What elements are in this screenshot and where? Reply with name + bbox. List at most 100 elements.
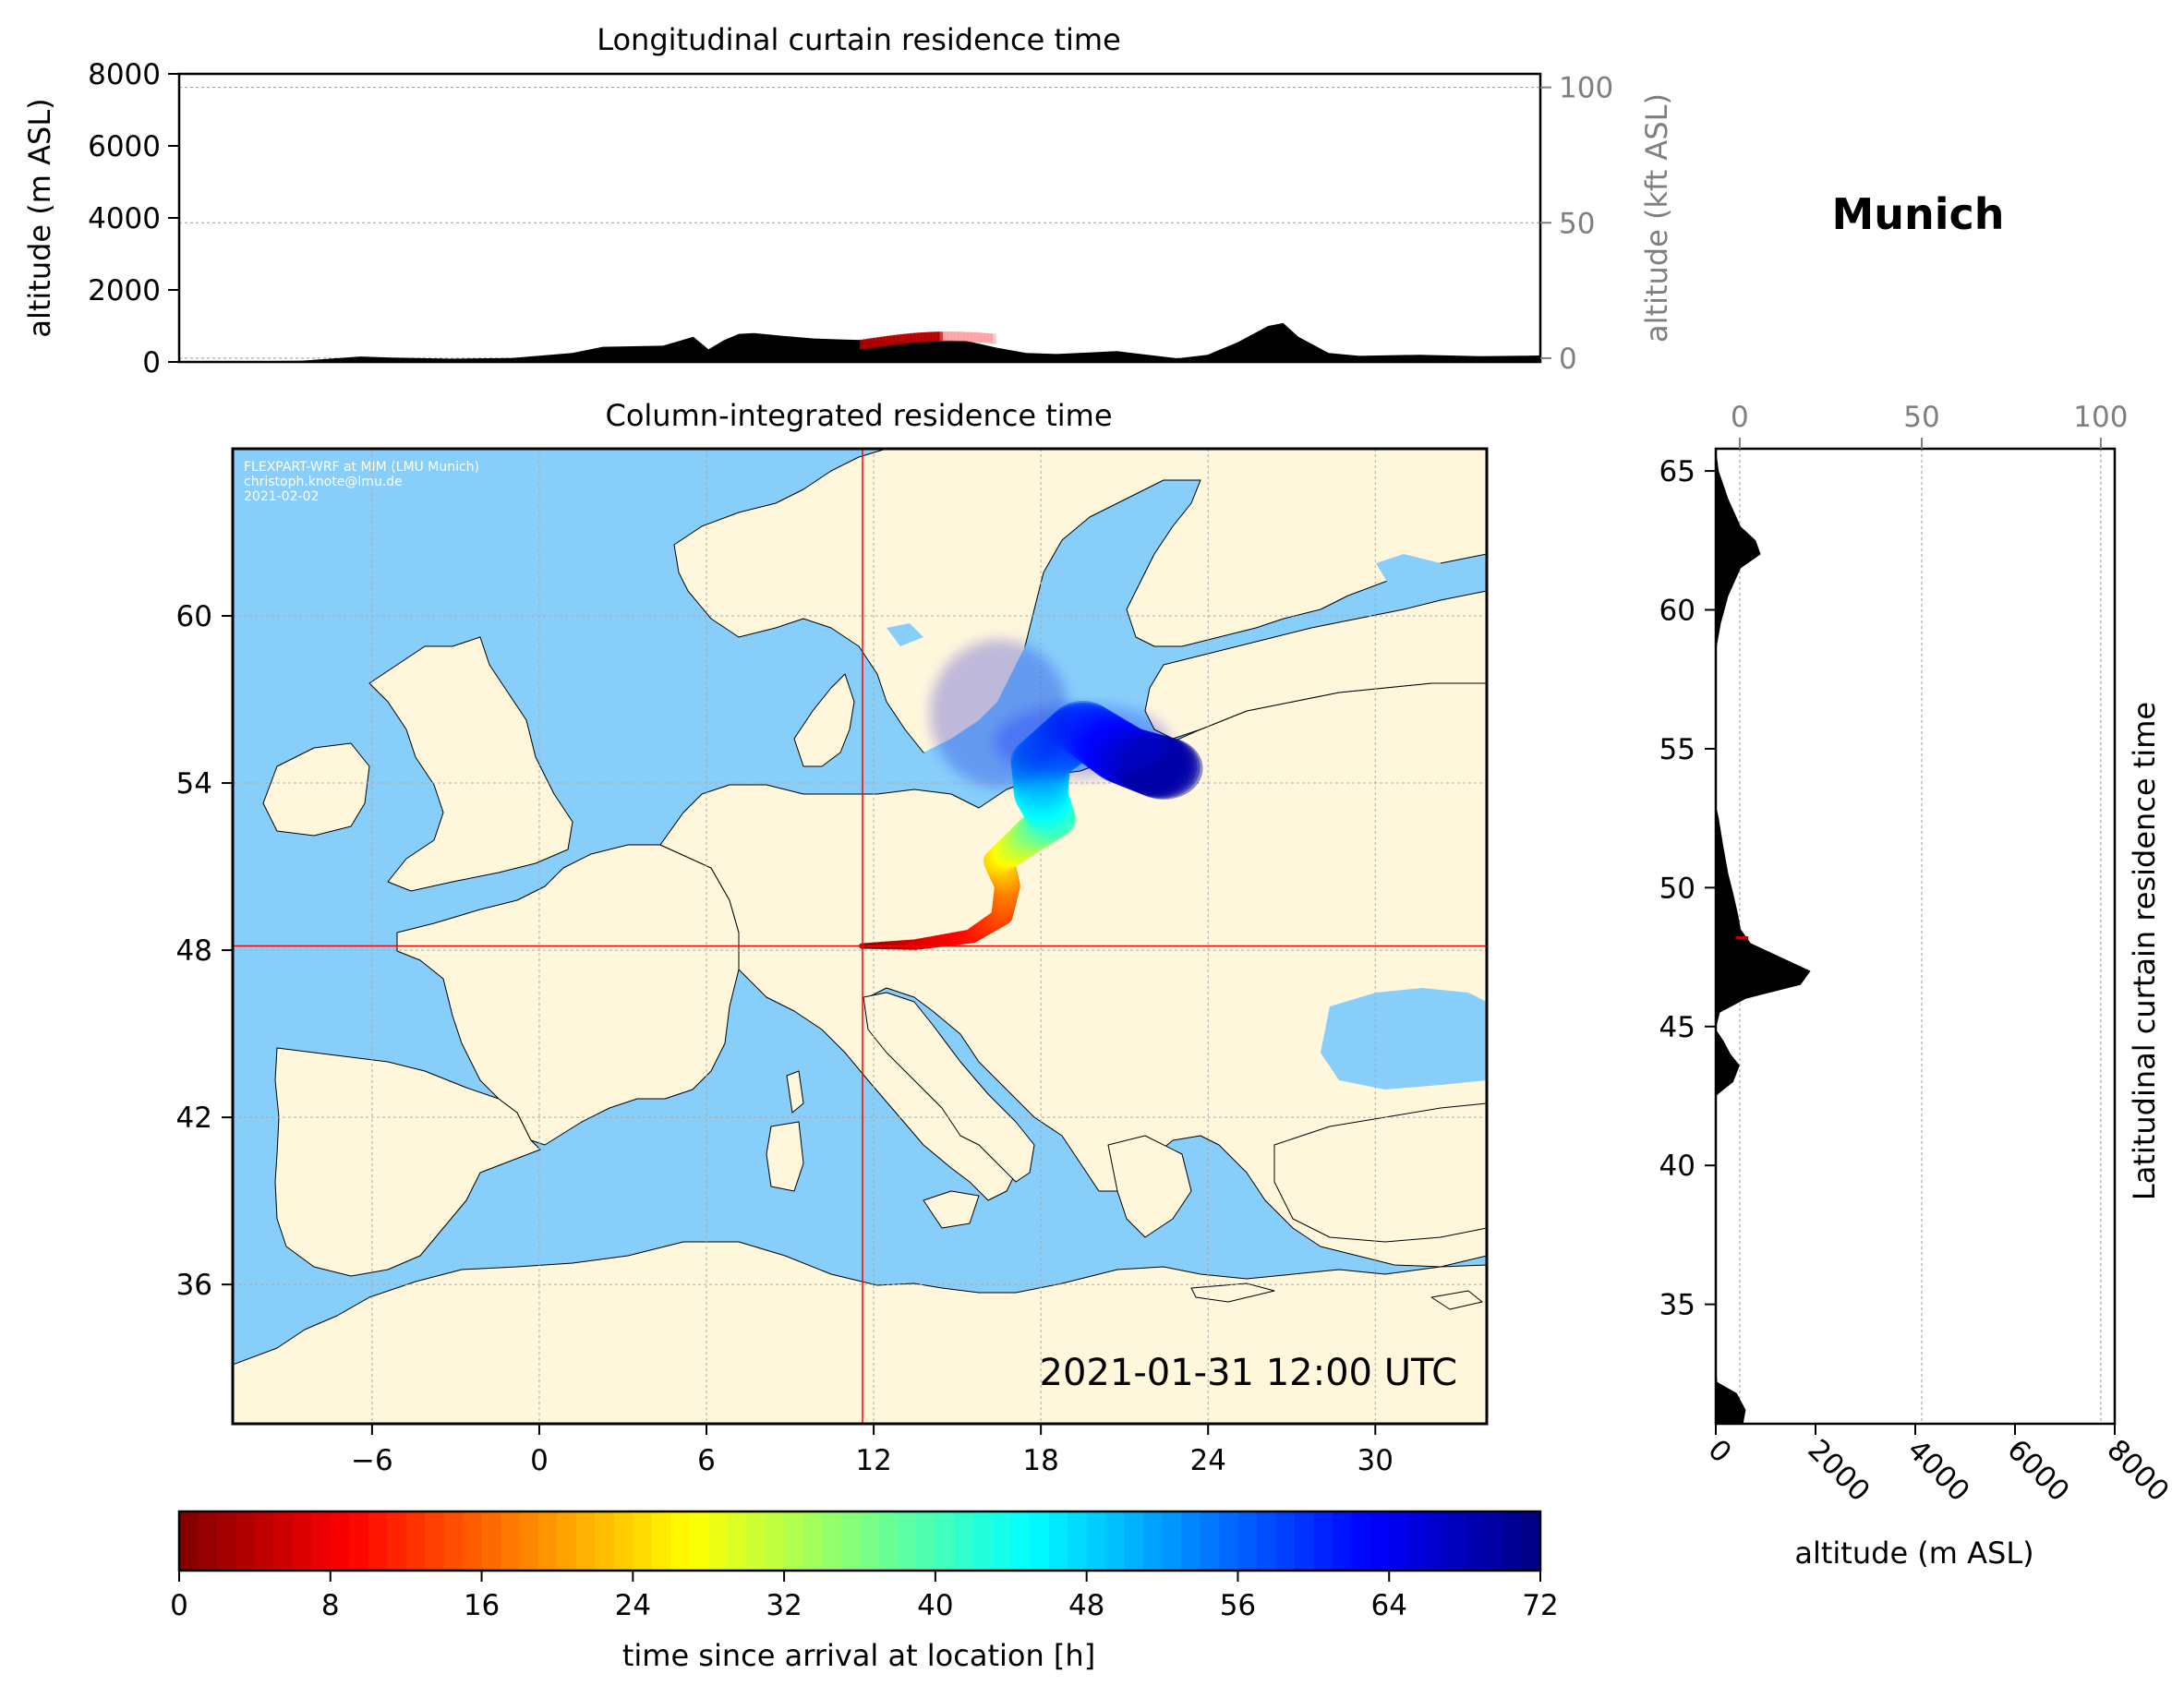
land-cyprus [1430,1290,1483,1310]
colorbar-swatch [1048,1511,1068,1571]
colorbar-swatch [1086,1511,1106,1571]
colorbar-swatch [1351,1511,1371,1571]
colorbar-swatch [1389,1511,1409,1571]
land-corsica [786,1070,804,1114]
colorbar-swatch [1427,1511,1447,1571]
colorbar-swatch [897,1511,918,1571]
y-tick-label: 55 [1659,733,1695,766]
colorbar-swatch [1218,1511,1239,1571]
colorbar-tick-label: 72 [1522,1589,1558,1622]
y-tick-label: 48 [176,934,212,968]
credit-line-1: FLEXPART-WRF at MIM (LMU Munich) [244,460,479,475]
plume-point [1013,772,1068,816]
secondary-x-tick-label: 100 [2073,401,2128,434]
colorbar-swatch [519,1511,539,1571]
colorbar-swatch [311,1511,332,1571]
colorbar-swatch [840,1511,861,1571]
colorbar-swatches [179,1511,1541,1571]
colorbar: 0 8 16 24 32 40 48 56 64 72 time since arrival at… [170,1510,1559,1673]
colorbar-swatch [727,1511,747,1571]
plume-cell [970,331,977,343]
residence-time-plume [859,639,1203,950]
plume-cell [980,332,987,343]
credit-line-2: christoph.knote@lmu.de [244,475,403,489]
colorbar-swatch [405,1511,426,1571]
plume-cell [902,333,910,344]
plume-point [1013,770,1068,814]
site-title: Munich [1831,189,2004,239]
land-masses [233,449,1487,1424]
plume-cell [926,331,934,343]
plume-cell [966,331,973,343]
y-tick-label: 54 [176,767,212,801]
colorbar-swatch [613,1511,633,1571]
plume-cell [889,335,897,345]
colorbar-swatch [1332,1511,1352,1571]
colorbar-swatch [501,1511,521,1571]
plume-cell [860,339,866,350]
colorbar-swatch [954,1511,974,1571]
colorbar-swatch [481,1511,501,1571]
y-tick-label: 4000 [88,202,161,235]
land-france [396,844,740,1146]
plume-cell [959,331,967,343]
x-tick-label: 30 [1357,1444,1394,1477]
plume-cell [869,338,876,348]
colorbar-tick-label: 8 [321,1589,340,1622]
y-tick-label: 45 [1659,1011,1695,1044]
secondary-y-tick-label: 100 [1559,72,1613,105]
colorbar-swatch [633,1511,653,1571]
colorbar-swatch [878,1511,899,1571]
plume-cell [899,333,907,344]
colorbar-tick-label: 56 [1220,1589,1256,1622]
colorbar-swatch [179,1511,199,1571]
y-tick-label: 60 [176,600,212,633]
x-tick-label: 18 [1022,1444,1058,1477]
map-axes-frame [231,447,1489,1426]
column-integrated-map-panel: Column-integrated residence time [176,398,1489,1477]
plume-cell [989,333,996,344]
plume-cell [943,331,950,342]
colorbar-swatch [670,1511,691,1571]
colorbar-swatch [349,1511,369,1571]
colorbar-swatch [254,1511,274,1571]
plume-cell [896,334,903,344]
plume-cell [916,332,923,343]
map-y-ticks: 36 42 48 54 60 [176,600,233,1302]
y-tick-label: 65 [1659,455,1695,488]
colorbar-swatch [1407,1511,1428,1571]
secondary-x-tick-label: 50 [1903,401,1939,434]
x-tick-label: 8000 [2100,1433,2175,1508]
y-tick-label: 8000 [88,58,161,91]
y-tick-label: 60 [1659,594,1695,627]
x-tick-label: 6000 [2000,1433,2075,1508]
colorbar-swatch [1181,1511,1201,1571]
latitudinal-axes-frame [1714,447,2117,1426]
y-tick-label: 50 [1659,872,1695,905]
y-tick-label: 0 [142,346,161,379]
plume-cell [906,333,913,343]
longitudinal-curtain-title: Longitudinal curtain residence time [597,22,1121,57]
colorbar-swatch [992,1511,1012,1571]
y-tick-label: 40 [1659,1150,1695,1183]
colorbar-swatch [1124,1511,1144,1571]
plume-cloud [995,704,1171,778]
colorbar-swatch [575,1511,596,1571]
longitudinal-curtain-panel: Longitudinal curtain residence time 0 200… [22,22,1674,379]
plume-cell [879,336,887,347]
colorbar-swatch [1237,1511,1258,1571]
lake-ladoga [1376,554,1454,600]
latitudinal-ylabel: Latitudinal curtain residence time [2127,702,2162,1200]
x-tick-label: 2000 [1801,1433,1876,1508]
longitudinal-axes-frame [177,72,1542,364]
secondary-x-tick-label: 0 [1731,401,1749,434]
longitudinal-y-ticks: 0 2000 4000 6000 8000 [88,58,179,379]
colorbar-swatch [1068,1511,1088,1571]
colorbar-swatch [1010,1511,1031,1571]
latitudinal-xlabel: altitude (m ASL) [1794,1535,2033,1571]
colorbar-swatch [784,1511,804,1571]
land-greece [1107,1135,1192,1238]
colorbar-tick-label: 64 [1370,1589,1406,1622]
colorbar-swatch [387,1511,407,1571]
